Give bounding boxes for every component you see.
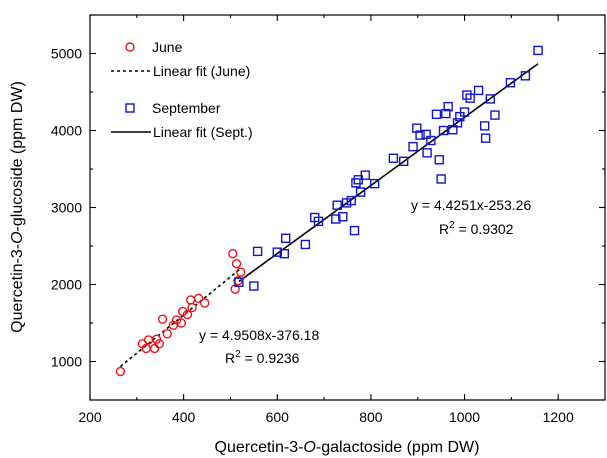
point-june bbox=[231, 259, 242, 269]
point-september bbox=[355, 187, 366, 197]
x-tick-label: 1200 bbox=[543, 409, 574, 425]
point-june bbox=[171, 315, 182, 325]
point-june bbox=[177, 306, 188, 317]
point-september bbox=[249, 281, 259, 291]
point-september bbox=[462, 90, 472, 100]
point-september bbox=[465, 93, 475, 103]
point-september bbox=[272, 247, 282, 257]
y-axis-label: Quercetin-3-O-glucoside (ppm DW) bbox=[9, 81, 26, 333]
legend: June Linear fit (June) September Linear … bbox=[111, 39, 253, 140]
point-september bbox=[443, 101, 453, 112]
point-september bbox=[369, 178, 380, 189]
point-june bbox=[185, 295, 196, 305]
point-june bbox=[193, 293, 204, 304]
point-june bbox=[233, 275, 243, 286]
point-september bbox=[479, 121, 490, 131]
point-september bbox=[459, 107, 470, 117]
point-june bbox=[154, 339, 164, 349]
point-june bbox=[176, 318, 186, 328]
annotation-june-fit: y = 4.9508x-376.18 R2 = 0.9236 bbox=[199, 327, 319, 366]
point-september bbox=[388, 153, 399, 163]
point-september bbox=[313, 216, 324, 227]
point-september bbox=[490, 110, 500, 120]
fit-lines bbox=[119, 63, 539, 368]
point-september bbox=[415, 130, 425, 140]
x-tick-label: 1000 bbox=[449, 409, 480, 425]
legend-marker-june bbox=[125, 42, 135, 52]
point-september bbox=[349, 225, 360, 236]
fit-line-september bbox=[238, 63, 539, 283]
point-june bbox=[200, 298, 210, 308]
point-september bbox=[436, 174, 446, 184]
point-september bbox=[473, 85, 484, 96]
y-tick-label: 4000 bbox=[51, 123, 82, 139]
legend-label-sept-fit: Linear fit (Sept.) bbox=[153, 124, 253, 140]
point-september bbox=[281, 233, 291, 244]
x-tick-label: 200 bbox=[78, 409, 102, 425]
y-tick-label: 1000 bbox=[51, 354, 82, 370]
point-september bbox=[480, 133, 491, 143]
point-september bbox=[332, 200, 342, 210]
y-tick-label: 2000 bbox=[51, 277, 82, 293]
point-june bbox=[182, 309, 193, 320]
point-september bbox=[431, 109, 442, 120]
point-september bbox=[408, 141, 418, 152]
point-september bbox=[300, 239, 311, 250]
equation-sept: y = 4.4251x-253.26 bbox=[411, 197, 531, 213]
point-september bbox=[422, 148, 432, 158]
point-september bbox=[485, 94, 495, 104]
x-axis-label: Quercetin-3-O-galactoside (ppm DW) bbox=[215, 439, 480, 456]
data-points bbox=[115, 45, 543, 377]
y-tick-label: 5000 bbox=[51, 46, 82, 62]
point-june bbox=[149, 343, 160, 354]
tick-labels: 200 400 600 800 1000 1200 1000 2000 3000 4000 5000 bbox=[51, 46, 574, 426]
point-september bbox=[338, 212, 348, 222]
point-june bbox=[157, 314, 168, 324]
point-june bbox=[115, 366, 126, 377]
legend-marker-september bbox=[125, 103, 135, 113]
point-june bbox=[151, 334, 162, 344]
point-september bbox=[426, 135, 436, 146]
point-september bbox=[505, 78, 516, 88]
r2-june: R2 = 0.9236 bbox=[225, 349, 300, 366]
x-tick-label: 600 bbox=[266, 409, 290, 425]
point-september bbox=[438, 125, 449, 136]
x-tick-label: 800 bbox=[359, 409, 383, 425]
point-september bbox=[412, 123, 422, 133]
point-september bbox=[252, 246, 263, 257]
point-september bbox=[234, 277, 244, 287]
point-june bbox=[187, 302, 197, 313]
r2-sept: R2 = 0.9302 bbox=[439, 220, 514, 237]
x-tick-label: 400 bbox=[172, 409, 196, 425]
point-september bbox=[351, 178, 361, 188]
point-september bbox=[346, 195, 356, 206]
legend-label-june: June bbox=[152, 39, 183, 55]
legend-label-september: September bbox=[152, 100, 221, 116]
point-september bbox=[452, 118, 463, 128]
point-september bbox=[533, 45, 543, 56]
fit-line-june bbox=[119, 267, 242, 368]
point-june bbox=[228, 248, 238, 259]
y-tick-label: 3000 bbox=[51, 200, 82, 216]
equation-june: y = 4.9508x-376.18 bbox=[199, 327, 319, 343]
point-june bbox=[162, 329, 172, 339]
plot-frame bbox=[89, 14, 606, 401]
point-september bbox=[331, 214, 341, 224]
point-june bbox=[236, 267, 246, 277]
annotation-sept-fit: y = 4.4251x-253.26 R2 = 0.9302 bbox=[411, 197, 531, 237]
point-september bbox=[434, 155, 444, 165]
legend-label-june-fit: Linear fit (June) bbox=[153, 63, 250, 79]
point-september bbox=[398, 156, 409, 167]
point-september bbox=[520, 71, 531, 81]
point-september bbox=[360, 170, 370, 180]
point-september bbox=[441, 108, 451, 119]
point-september bbox=[279, 248, 289, 259]
